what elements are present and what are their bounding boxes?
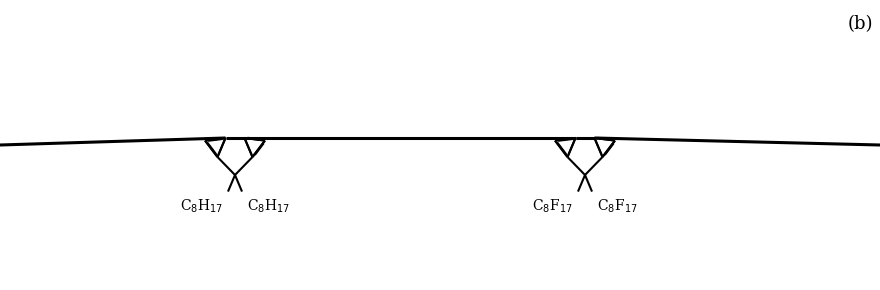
Text: C$_8$H$_{17}$: C$_8$H$_{17}$: [180, 197, 223, 215]
Text: C$_8$H$_{17}$: C$_8$H$_{17}$: [247, 197, 290, 215]
Text: (b): (b): [847, 15, 873, 33]
Text: C$_8$F$_{17}$: C$_8$F$_{17}$: [532, 197, 573, 215]
Text: C$_8$F$_{17}$: C$_8$F$_{17}$: [597, 197, 638, 215]
